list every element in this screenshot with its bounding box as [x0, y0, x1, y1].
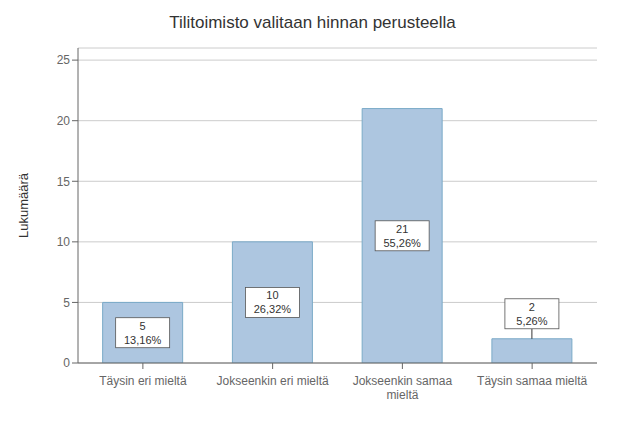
svg-text:15: 15 — [57, 175, 71, 189]
svg-text:10: 10 — [266, 289, 278, 301]
svg-text:10: 10 — [57, 235, 71, 249]
svg-text:13,16%: 13,16% — [124, 334, 162, 346]
svg-text:2: 2 — [529, 301, 535, 313]
svg-text:55,26%: 55,26% — [383, 237, 421, 249]
svg-text:25: 25 — [57, 53, 71, 67]
svg-text:Jokseenkin samaamieltä: Jokseenkin samaamieltä — [353, 374, 453, 402]
svg-text:Täysin eri mieltä: Täysin eri mieltä — [99, 374, 187, 388]
svg-text:5: 5 — [63, 296, 70, 310]
svg-text:26,32%: 26,32% — [254, 303, 292, 315]
html-text:Tilitoimisto valitaan hinnan p: Tilitoimisto valitaan hinnan perusteella — [169, 13, 456, 32]
svg-text:Lukumäärä: Lukumäärä — [16, 172, 31, 238]
svg-text:20: 20 — [57, 114, 71, 128]
svg-text:Täysin samaa mieltä: Täysin samaa mieltä — [477, 374, 587, 388]
svg-text:21: 21 — [396, 223, 408, 235]
svg-text:0: 0 — [63, 356, 70, 370]
svg-text:5: 5 — [140, 320, 146, 332]
svg-text:Jokseenkin eri mieltä: Jokseenkin eri mieltä — [217, 374, 329, 388]
svg-text:5,26%: 5,26% — [516, 315, 547, 327]
